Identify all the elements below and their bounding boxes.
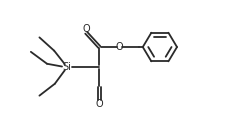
Text: O: O bbox=[82, 24, 90, 34]
Text: Si: Si bbox=[63, 62, 72, 72]
Text: O: O bbox=[116, 42, 123, 52]
Text: O: O bbox=[96, 99, 103, 109]
